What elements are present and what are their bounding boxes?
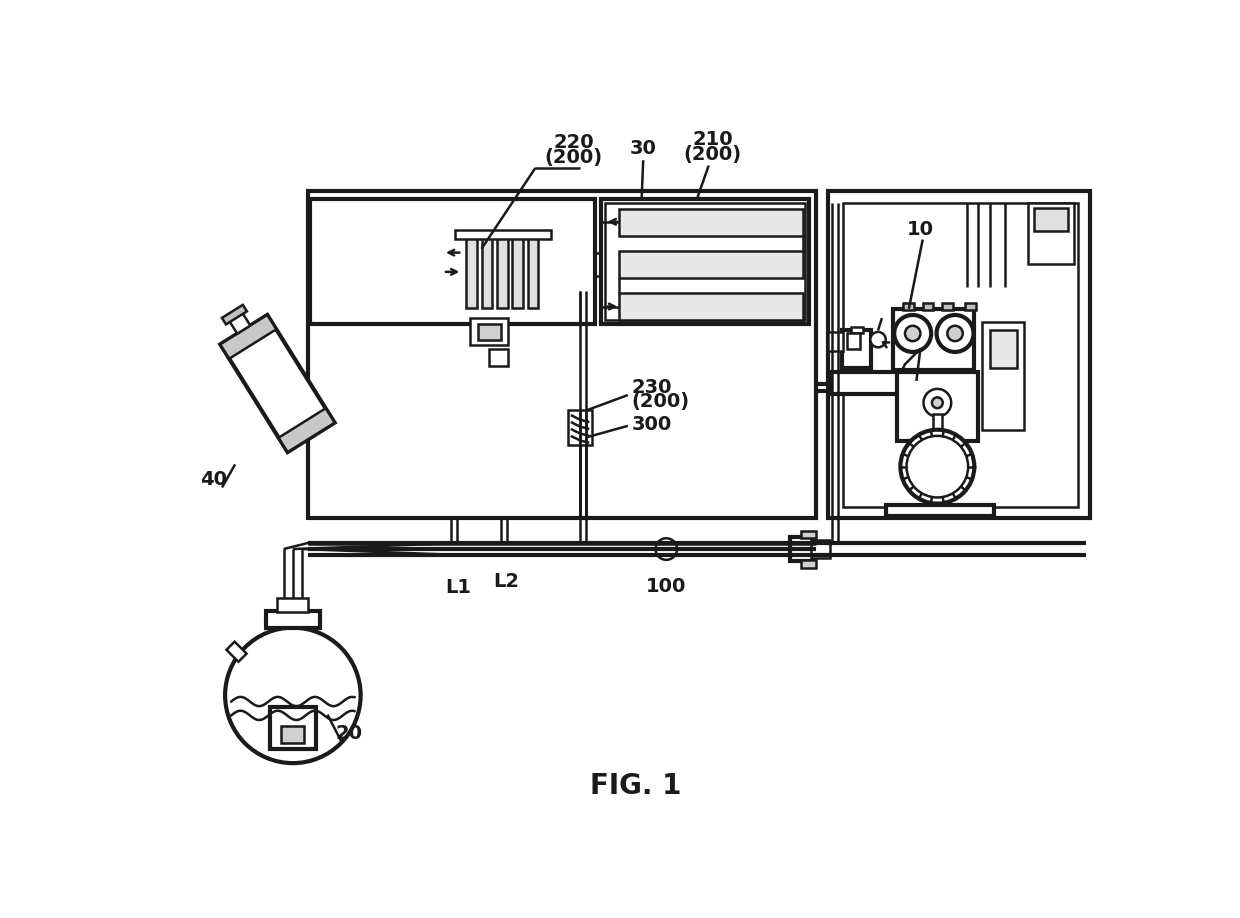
Bar bbox=[790, 537, 812, 562]
Bar bbox=[278, 599, 309, 612]
Bar bbox=[466, 235, 477, 308]
Text: L1: L1 bbox=[445, 578, 471, 597]
Bar bbox=[842, 330, 872, 368]
Bar bbox=[894, 308, 975, 371]
Bar bbox=[828, 332, 843, 352]
Bar bbox=[227, 642, 247, 662]
Bar bbox=[228, 311, 250, 334]
Bar bbox=[221, 315, 277, 359]
Bar bbox=[898, 372, 978, 442]
Circle shape bbox=[906, 436, 968, 498]
Bar bbox=[831, 372, 899, 394]
Circle shape bbox=[924, 389, 951, 417]
Text: (200): (200) bbox=[544, 149, 603, 167]
Bar bbox=[270, 707, 316, 749]
Bar bbox=[801, 560, 816, 567]
Bar bbox=[1028, 203, 1074, 264]
Circle shape bbox=[947, 326, 962, 341]
Bar bbox=[221, 315, 335, 452]
Bar bbox=[942, 303, 952, 310]
Circle shape bbox=[894, 315, 931, 352]
Bar bbox=[601, 198, 808, 324]
Bar bbox=[990, 330, 1017, 368]
Bar bbox=[477, 324, 501, 340]
Circle shape bbox=[658, 542, 675, 556]
Bar bbox=[490, 349, 508, 365]
Bar bbox=[851, 328, 863, 333]
Bar bbox=[512, 235, 523, 308]
Bar bbox=[843, 203, 1079, 507]
Text: FIG. 1: FIG. 1 bbox=[590, 772, 681, 800]
Bar bbox=[481, 235, 492, 308]
Text: 220: 220 bbox=[553, 133, 594, 152]
Text: 30: 30 bbox=[630, 140, 657, 158]
Text: 210: 210 bbox=[692, 130, 733, 149]
Text: (200): (200) bbox=[683, 145, 742, 164]
Text: 10: 10 bbox=[906, 220, 934, 239]
Text: 100: 100 bbox=[646, 577, 687, 596]
Bar bbox=[222, 305, 247, 324]
Circle shape bbox=[900, 430, 975, 504]
Bar bbox=[982, 322, 1024, 430]
Bar bbox=[281, 726, 304, 743]
Text: 300: 300 bbox=[631, 415, 672, 434]
Bar bbox=[885, 505, 993, 516]
Bar bbox=[1034, 208, 1068, 231]
Circle shape bbox=[870, 332, 885, 347]
Bar bbox=[279, 409, 335, 452]
Bar bbox=[847, 333, 859, 349]
Bar bbox=[904, 303, 914, 310]
Bar bbox=[455, 230, 551, 239]
Bar bbox=[811, 540, 831, 558]
Circle shape bbox=[936, 315, 973, 352]
Bar bbox=[470, 318, 508, 345]
Bar bbox=[568, 410, 593, 445]
Circle shape bbox=[932, 397, 942, 409]
Bar bbox=[965, 303, 976, 310]
Circle shape bbox=[656, 538, 677, 560]
Text: L2: L2 bbox=[494, 572, 520, 591]
Bar bbox=[265, 610, 320, 628]
Text: (200): (200) bbox=[631, 392, 689, 410]
Bar bbox=[528, 235, 538, 308]
Bar bbox=[309, 191, 816, 519]
Bar bbox=[605, 203, 805, 320]
Bar bbox=[497, 235, 507, 308]
Bar bbox=[828, 191, 1090, 519]
Bar bbox=[932, 414, 942, 442]
Bar bbox=[310, 198, 595, 324]
Bar bbox=[619, 208, 804, 236]
Text: 230: 230 bbox=[631, 378, 672, 397]
Bar bbox=[619, 251, 804, 278]
Bar bbox=[923, 303, 934, 310]
Bar bbox=[619, 294, 804, 320]
Bar bbox=[801, 531, 816, 538]
Circle shape bbox=[905, 326, 920, 341]
Text: 20: 20 bbox=[336, 724, 362, 744]
Text: 40: 40 bbox=[200, 470, 227, 489]
Circle shape bbox=[226, 628, 361, 763]
